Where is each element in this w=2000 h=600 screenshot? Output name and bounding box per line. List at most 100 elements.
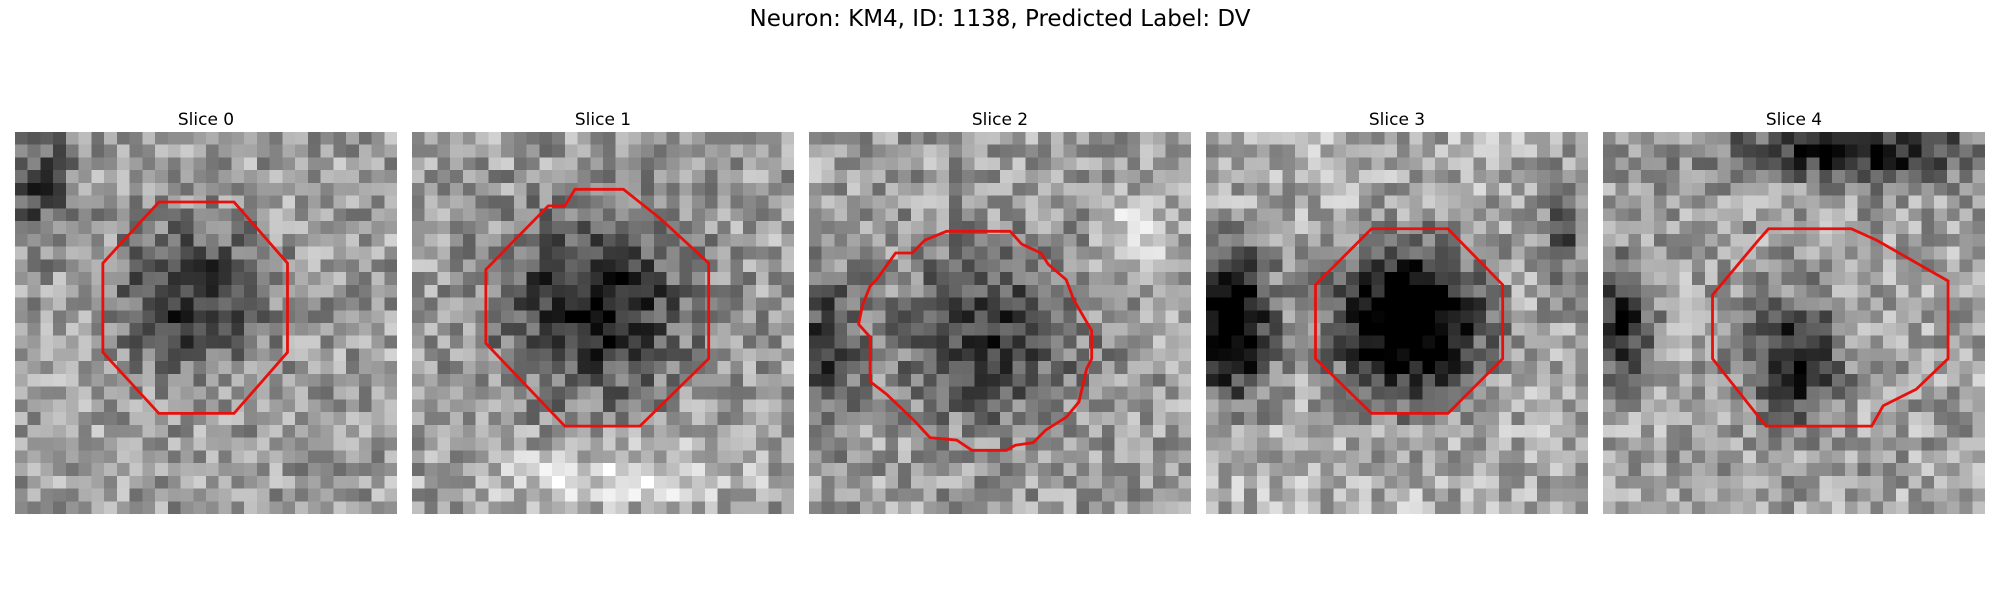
image-pixel xyxy=(1959,144,1973,158)
image-pixel xyxy=(53,335,67,349)
image-pixel xyxy=(1511,132,1525,145)
image-pixel xyxy=(1358,424,1372,438)
image-pixel xyxy=(437,144,451,158)
image-pixel xyxy=(1244,208,1258,222)
image-pixel xyxy=(666,272,680,286)
image-pixel xyxy=(167,157,181,171)
image-pixel xyxy=(1628,373,1642,387)
image-pixel xyxy=(1012,182,1026,196)
image-pixel xyxy=(666,412,680,426)
image-pixel xyxy=(167,272,181,286)
image-pixel xyxy=(27,259,41,273)
image-pixel xyxy=(412,157,425,171)
image-pixel xyxy=(78,284,92,298)
image-pixel xyxy=(1152,170,1166,184)
image-pixel xyxy=(872,284,886,298)
image-pixel xyxy=(104,373,118,387)
image-pixel xyxy=(15,450,28,464)
image-pixel xyxy=(923,144,937,158)
image-pixel xyxy=(1422,488,1436,502)
image-pixel xyxy=(218,323,232,336)
image-pixel xyxy=(834,272,848,286)
image-pixel xyxy=(987,144,1001,158)
image-pixel xyxy=(1114,297,1128,311)
image-pixel xyxy=(552,284,566,298)
image-pixel xyxy=(1038,437,1052,451)
image-pixel xyxy=(307,195,321,209)
image-pixel xyxy=(1114,488,1128,502)
image-pixel xyxy=(1575,323,1588,336)
image-pixel xyxy=(1679,182,1693,196)
image-pixel xyxy=(1717,182,1731,196)
image-pixel xyxy=(1781,246,1795,260)
image-pixel xyxy=(577,488,591,502)
image-pixel xyxy=(53,399,67,413)
image-pixel xyxy=(1320,386,1334,400)
image-pixel xyxy=(1231,323,1245,336)
image-pixel xyxy=(1717,132,1731,145)
image-pixel xyxy=(1025,284,1039,298)
image-pixel xyxy=(15,259,28,273)
image-pixel xyxy=(40,233,54,247)
image-pixel xyxy=(513,157,527,171)
image-pixel xyxy=(1358,170,1372,184)
image-pixel xyxy=(371,386,385,400)
image-pixel xyxy=(1218,284,1232,298)
image-pixel xyxy=(1743,323,1757,336)
image-pixel xyxy=(269,170,283,184)
image-pixel xyxy=(1972,463,1985,477)
image-pixel xyxy=(1295,208,1309,222)
image-pixel xyxy=(320,132,334,145)
image-pixel xyxy=(730,195,744,209)
image-pixel xyxy=(1282,399,1296,413)
image-pixel xyxy=(116,437,130,451)
image-pixel xyxy=(641,488,655,502)
image-pixel xyxy=(1908,488,1922,502)
image-pixel xyxy=(1934,310,1948,324)
image-pixel xyxy=(53,284,67,298)
image-pixel xyxy=(859,399,873,413)
image-pixel xyxy=(1717,297,1731,311)
image-pixel xyxy=(1165,170,1179,184)
image-pixel xyxy=(1717,437,1731,451)
image-pixel xyxy=(1972,233,1985,247)
image-pixel xyxy=(1076,488,1090,502)
image-pixel xyxy=(603,246,616,260)
image-pixel xyxy=(641,297,655,311)
image-pixel xyxy=(1972,323,1985,336)
image-pixel xyxy=(333,182,347,196)
image-pixel xyxy=(91,246,105,260)
image-pixel xyxy=(692,132,706,145)
image-pixel xyxy=(1206,475,1219,489)
image-pixel xyxy=(1895,437,1909,451)
image-pixel xyxy=(1435,246,1449,260)
image-pixel xyxy=(1895,182,1909,196)
image-pixel xyxy=(1511,323,1525,336)
image-pixel xyxy=(949,246,963,260)
image-pixel xyxy=(1549,488,1563,502)
image-pixel xyxy=(346,310,360,324)
image-pixel xyxy=(475,221,489,235)
image-pixel xyxy=(692,182,706,196)
image-pixel xyxy=(1397,450,1410,464)
image-pixel xyxy=(1743,335,1757,349)
image-pixel xyxy=(692,386,706,400)
image-pixel xyxy=(717,272,731,286)
image-pixel xyxy=(1025,501,1039,514)
image-pixel xyxy=(936,323,950,336)
image-pixel xyxy=(885,170,899,184)
image-pixel xyxy=(1206,297,1219,311)
image-pixel xyxy=(1012,132,1026,145)
image-pixel xyxy=(1320,310,1334,324)
image-pixel xyxy=(462,182,476,196)
image-pixel xyxy=(821,463,835,477)
image-pixel xyxy=(679,195,693,209)
image-pixel xyxy=(1256,182,1270,196)
image-pixel xyxy=(1231,182,1245,196)
image-pixel xyxy=(1114,424,1128,438)
image-pixel xyxy=(1653,399,1667,413)
image-pixel xyxy=(218,463,232,477)
image-pixel xyxy=(1295,132,1309,145)
image-pixel xyxy=(1050,208,1064,222)
image-pixel xyxy=(885,297,899,311)
